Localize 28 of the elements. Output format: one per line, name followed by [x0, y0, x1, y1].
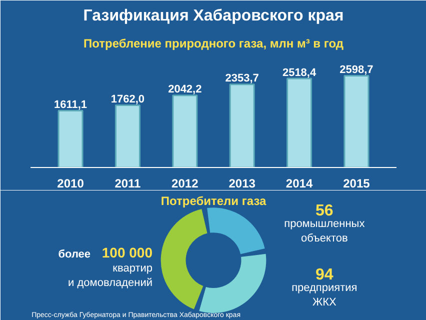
chart-title: Потребители газа — [160, 194, 266, 208]
bar — [172, 94, 198, 168]
x-tick-label: 2013 — [228, 176, 256, 190]
x-tick-label: 2014 — [286, 176, 313, 190]
x-tick-label: 2015 — [343, 176, 370, 190]
text: 56 — [316, 202, 334, 220]
text: более — [58, 248, 91, 260]
data-label: 1611,1 — [54, 98, 88, 111]
x-tick-label: 2011 — [114, 176, 142, 190]
bar — [344, 74, 370, 168]
slice-label: квартир и домовладений — [68, 262, 153, 290]
data-label: 2042,2 — [168, 84, 202, 96]
slice-label: промышленных объектов — [284, 218, 366, 244]
bar — [58, 110, 84, 168]
chart-subtitle: Потребление природного газа, млн м³ в год — [83, 36, 344, 50]
data-label: 2518,4 — [282, 66, 317, 79]
data-label: 2353,7 — [225, 72, 259, 85]
bar — [229, 84, 255, 168]
x-tick-label: 2012 — [172, 176, 199, 190]
data-label: 1762,0 — [110, 94, 145, 106]
x-tick-label: 2010 — [57, 176, 84, 190]
bar — [114, 104, 140, 168]
slice-label: предприятия ЖКХ — [292, 282, 358, 308]
text: 100 000 — [102, 244, 153, 260]
data-label: 2598,7 — [340, 64, 374, 76]
bar — [286, 78, 312, 168]
text: 94 — [316, 266, 334, 284]
chart-title: Газификация Хабаровского края — [83, 8, 344, 24]
